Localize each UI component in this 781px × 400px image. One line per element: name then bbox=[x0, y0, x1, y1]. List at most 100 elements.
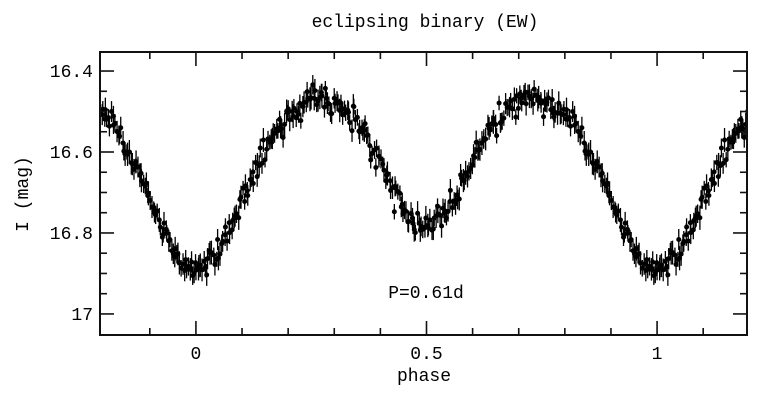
data-point bbox=[588, 149, 594, 155]
data-point bbox=[523, 101, 529, 107]
data-point bbox=[538, 100, 544, 106]
data-point bbox=[387, 178, 393, 184]
data-point bbox=[483, 136, 489, 142]
data-point bbox=[236, 215, 242, 221]
data-point bbox=[720, 160, 726, 166]
data-point bbox=[191, 271, 197, 277]
y-tick-label: 16.8 bbox=[50, 225, 93, 245]
data-point bbox=[579, 125, 585, 131]
data-point bbox=[346, 109, 352, 115]
data-point bbox=[384, 171, 390, 177]
data-point bbox=[617, 217, 623, 223]
data-point bbox=[541, 114, 547, 120]
data-point bbox=[477, 147, 483, 153]
data-point bbox=[193, 260, 199, 266]
data-point bbox=[354, 114, 360, 120]
data-point bbox=[310, 82, 316, 88]
data-point bbox=[291, 105, 297, 111]
data-point bbox=[362, 121, 368, 127]
data-point bbox=[164, 230, 170, 236]
data-point bbox=[217, 251, 223, 257]
y-tick-label: 16.6 bbox=[50, 144, 93, 164]
data-point bbox=[676, 236, 682, 242]
data-point bbox=[347, 120, 353, 126]
data-point bbox=[549, 97, 555, 103]
data-point bbox=[406, 218, 412, 224]
data-point bbox=[697, 215, 703, 221]
data-point bbox=[439, 223, 445, 229]
y-tick-label: 17 bbox=[71, 306, 93, 326]
data-point bbox=[399, 201, 405, 207]
data-point bbox=[189, 259, 195, 265]
data-point bbox=[204, 272, 210, 278]
data-point bbox=[373, 164, 379, 170]
data-point bbox=[430, 226, 436, 232]
data-point bbox=[513, 114, 519, 120]
data-point bbox=[427, 217, 433, 223]
data-point bbox=[109, 109, 115, 115]
data-point bbox=[319, 93, 325, 99]
data-point bbox=[391, 209, 397, 215]
data-point bbox=[509, 106, 515, 112]
data-point bbox=[625, 230, 631, 236]
data-point bbox=[224, 238, 230, 244]
data-point bbox=[118, 125, 124, 131]
data-point bbox=[298, 118, 304, 124]
axis-ticks bbox=[100, 52, 747, 335]
data-point bbox=[652, 271, 658, 277]
data-point bbox=[157, 224, 163, 230]
data-point bbox=[685, 238, 691, 244]
data-point bbox=[349, 128, 355, 134]
data-point bbox=[447, 187, 453, 193]
data-point bbox=[259, 160, 265, 166]
data-point bbox=[105, 115, 111, 121]
data-point bbox=[491, 116, 497, 122]
data-point bbox=[381, 167, 387, 173]
data-point bbox=[351, 104, 357, 110]
data-point bbox=[741, 135, 747, 141]
data-point bbox=[374, 145, 380, 151]
data-point bbox=[456, 196, 462, 202]
data-point bbox=[245, 193, 251, 199]
data-point bbox=[423, 215, 429, 221]
data-point bbox=[161, 220, 167, 226]
data-point bbox=[711, 169, 717, 175]
data-point bbox=[665, 272, 671, 278]
data-point bbox=[106, 123, 112, 129]
data-point bbox=[568, 123, 574, 129]
x-axis-title: phase bbox=[397, 367, 451, 387]
data-point bbox=[275, 128, 281, 134]
data-point bbox=[126, 149, 132, 155]
data-point bbox=[511, 96, 517, 102]
data-point bbox=[678, 251, 684, 257]
data-point bbox=[287, 117, 293, 123]
data-point bbox=[112, 120, 118, 126]
data-point bbox=[326, 101, 332, 107]
y-axis-title: I (mag) bbox=[14, 156, 34, 232]
data-point bbox=[501, 115, 507, 121]
data-point bbox=[282, 121, 288, 127]
data-point bbox=[280, 135, 286, 141]
data-point bbox=[748, 117, 753, 122]
data-point bbox=[530, 101, 536, 107]
data-point bbox=[369, 150, 375, 156]
plot-frame bbox=[99, 51, 748, 336]
data-point bbox=[238, 194, 244, 200]
data-point bbox=[412, 230, 418, 236]
data-point bbox=[545, 95, 551, 101]
data-point bbox=[605, 180, 611, 186]
data-point bbox=[567, 115, 573, 121]
x-tick-label: 0.5 bbox=[410, 345, 442, 365]
data-point bbox=[699, 194, 705, 200]
data-point bbox=[725, 146, 731, 152]
data-point bbox=[220, 238, 226, 244]
data-point bbox=[684, 224, 690, 230]
data-point bbox=[618, 224, 624, 230]
data-point bbox=[703, 198, 709, 204]
data-point bbox=[615, 208, 621, 214]
data-point bbox=[397, 190, 403, 196]
data-point bbox=[570, 109, 576, 115]
x-tick-label: 0 bbox=[191, 345, 202, 365]
data-point bbox=[622, 220, 628, 226]
